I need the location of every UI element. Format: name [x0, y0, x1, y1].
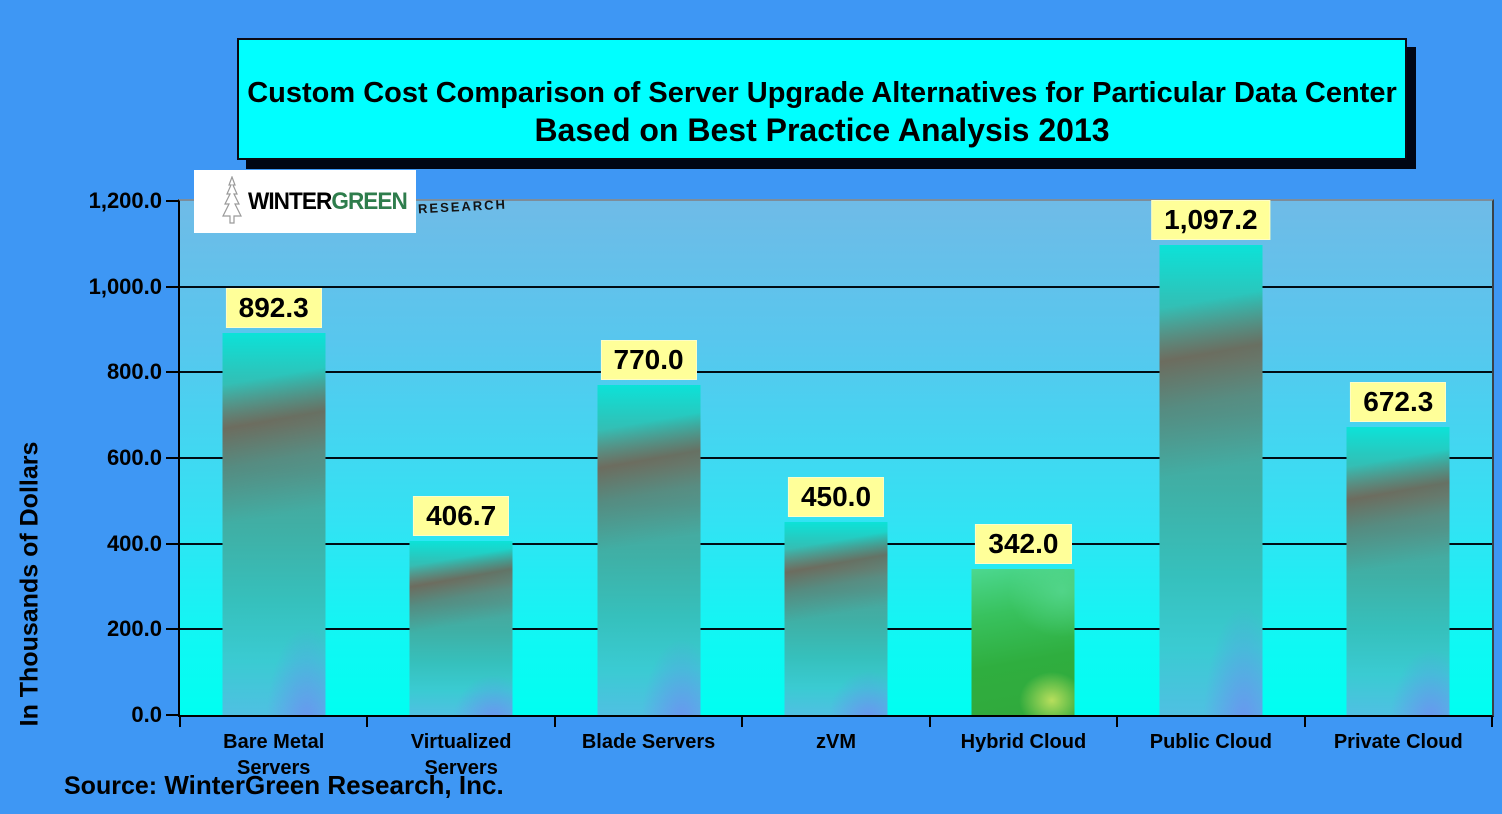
value-label-private-cloud: 672.3	[1350, 382, 1447, 423]
category-label-hybrid-cloud: Hybrid Cloud	[961, 729, 1087, 755]
y-tick-label: 200.0	[106, 616, 162, 642]
chart-title-box: Custom Cost Comparison of Server Upgrade…	[237, 38, 1407, 160]
y-axis-title: In Thousands of Dollars	[15, 441, 44, 727]
x-axis-tick	[1303, 717, 1306, 727]
chart-title-line1: Custom Cost Comparison of Server Upgrade…	[247, 77, 1397, 109]
bar-blade-servers	[597, 385, 701, 715]
logo-word-green: GREEN	[331, 187, 407, 215]
category-label-private-cloud: Private Cloud	[1334, 729, 1463, 755]
gridline-6000	[180, 457, 1492, 459]
wintergreen-logo: WINTERGREEN RESEARCH	[194, 170, 507, 233]
value-label-public-cloud: 1,097.2	[1151, 200, 1271, 241]
y-tick-label: 400.0	[106, 530, 162, 556]
category-label-line: Servers	[237, 757, 311, 779]
x-axis-tick	[553, 717, 556, 727]
value-label-bare-metal-servers: 892.3	[225, 287, 322, 328]
bar-zvm	[784, 522, 888, 715]
source-note: Source: WinterGreen Research, Inc.	[64, 770, 504, 801]
value-label-zvm: 450.0	[787, 477, 885, 518]
category-label-zvm: zVM	[816, 729, 856, 755]
category-label-line: Private Cloud	[1333, 731, 1463, 753]
category-label-line: Servers	[424, 757, 498, 779]
y-axis-tick	[166, 200, 178, 202]
y-tick-label: 1,200.0	[88, 188, 162, 213]
value-label-virtualized-servers: 406.7	[413, 495, 510, 536]
source-text: WinterGreen Research, Inc.	[164, 770, 504, 800]
y-axis-tick	[166, 714, 178, 716]
bar-virtualized-servers	[409, 540, 513, 715]
y-tick-label: 0.0	[131, 702, 162, 727]
value-label-blade-servers: 770.0	[600, 340, 697, 381]
x-axis-tick	[366, 717, 369, 727]
value-label-hybrid-cloud: 342.0	[975, 523, 1072, 564]
category-label-bare-metal-servers: Bare Metal Servers	[223, 729, 324, 781]
category-label-blade-servers: Blade Servers	[582, 729, 715, 755]
logo-word-winter: WINTER	[248, 187, 332, 215]
x-axis-tick	[179, 717, 181, 727]
y-axis-tick	[166, 371, 178, 374]
category-label-line: zVM	[816, 731, 856, 753]
pine-tree-icon	[222, 175, 242, 224]
gridline-8000	[180, 371, 1492, 374]
chart-title-line2: Based on Best Practice Analysis 2013	[534, 112, 1110, 148]
y-axis-tick	[166, 628, 178, 631]
category-label-virtualized-servers: Virtualized Servers	[411, 729, 512, 781]
category-label-line: Hybrid Cloud	[960, 731, 1087, 753]
gridline-10000	[180, 285, 1492, 288]
y-axis-tick	[166, 542, 178, 545]
y-axis-tick	[166, 457, 178, 459]
category-label-public-cloud: Public Cloud	[1150, 729, 1272, 755]
plot-area: 1,200.0 1,000.0 800.0 600.0 400.0 200.0 0.0 892…	[89, 188, 1494, 779]
bar-hybrid-cloud	[971, 568, 1075, 715]
x-axis-tick	[1491, 717, 1493, 727]
category-label-line: Public Cloud	[1149, 731, 1272, 753]
y-axis-tick	[166, 285, 178, 288]
category-label-line: Bare Metal	[223, 731, 325, 753]
logo-wordmark: WINTERGREEN	[248, 187, 408, 216]
x-axis-tick	[741, 717, 744, 727]
source-prefix: Source:	[64, 772, 158, 800]
bar-bare-metal-servers	[222, 332, 326, 715]
category-label-line: Virtualized	[410, 731, 512, 753]
bar-public-cloud	[1159, 245, 1263, 715]
y-tick-label: 600.0	[106, 445, 162, 470]
bar-private-cloud	[1346, 427, 1450, 715]
y-tick-label: 1,000.0	[88, 273, 162, 299]
category-label-line: Blade Servers	[581, 731, 716, 753]
x-axis-tick	[1116, 717, 1119, 727]
y-tick-label: 800.0	[106, 359, 162, 385]
x-axis-tick	[928, 717, 931, 727]
